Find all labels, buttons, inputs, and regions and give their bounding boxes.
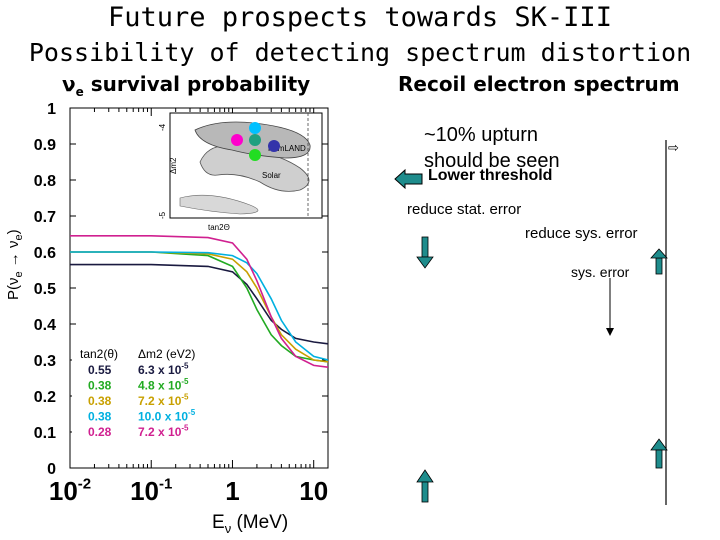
series-line-1 bbox=[70, 251, 328, 363]
inset-dot-cyan bbox=[249, 122, 261, 134]
legend-header-tan2: tan2(θ) bbox=[80, 347, 118, 361]
x-tick-label: 10-1 bbox=[130, 475, 172, 506]
y-axis-label: P(νe → νe) bbox=[5, 229, 25, 300]
legend-rows: 0.55 6.3 x 10-5 0.38 4.8 x 10-5 0.38 7.2 x 10… bbox=[88, 362, 196, 439]
inset-dot-teal bbox=[249, 134, 261, 146]
legend-dm2-value: 7.2 x 10-5 bbox=[138, 424, 189, 439]
upturn-text-line2: should be seen bbox=[424, 150, 560, 172]
x-tick-label: 1 bbox=[225, 476, 239, 506]
legend-tan2-value: 0.38 bbox=[88, 379, 112, 393]
upturn-text-line1: ~10% upturn bbox=[424, 124, 538, 146]
series-line-3 bbox=[70, 251, 328, 361]
y-tick-label: 0.4 bbox=[34, 317, 56, 334]
inset-dot-blue bbox=[268, 140, 280, 152]
y-tick-label: 0.1 bbox=[34, 425, 56, 442]
y-tick-label: 0.7 bbox=[34, 209, 56, 226]
right-panel-header: Recoil electron spectrum bbox=[398, 72, 680, 96]
reduce-sys-text: reduce sys. error bbox=[525, 225, 638, 242]
legend-dm2-value: 10.0 x 10-5 bbox=[138, 408, 196, 423]
legend-tan2-value: 0.38 bbox=[88, 394, 112, 408]
sys-error-arrow-bottom bbox=[650, 438, 668, 469]
stat-error-arrow-top bbox=[416, 236, 434, 269]
sys-error-arrow-top bbox=[650, 248, 668, 275]
legend-tan2-value: 0.38 bbox=[88, 410, 112, 424]
inset-tick-top: -4 bbox=[158, 123, 167, 131]
subtitle: Possibility of detecting spectrum distor… bbox=[28, 38, 692, 67]
inset-plot: KamLAND Solar -4 -5 Δm2 tan2Θ bbox=[158, 112, 323, 232]
legend-header-dm2: Δm2 (eV2) bbox=[138, 347, 195, 361]
legend-table: tan2(θ) Δm2 (eV2) 0.55 6.3 x 10-5 0.38 4.8 … bbox=[72, 340, 210, 448]
legend-box bbox=[72, 340, 210, 448]
right-arrow-glyph: ⇨ bbox=[668, 140, 679, 155]
inset-solar-label: Solar bbox=[262, 171, 281, 180]
legend-dm2-value: 7.2 x 10-5 bbox=[138, 393, 189, 408]
nu-symbol: ν bbox=[62, 72, 76, 96]
y-tick-label: 0.8 bbox=[34, 173, 56, 190]
nu-subscript: e bbox=[75, 85, 84, 99]
inset-dot-magenta bbox=[231, 134, 243, 146]
inset-dot-green bbox=[249, 149, 261, 161]
solar-lower-region bbox=[179, 194, 259, 215]
inset-tick-bottom: -5 bbox=[158, 211, 167, 219]
left-panel-header: νe survival probability bbox=[62, 72, 310, 99]
lower-threshold-arrow bbox=[394, 168, 423, 190]
reduce-stat-text: reduce stat. error bbox=[407, 201, 522, 218]
legend-dm2-value: 6.3 x 10-5 bbox=[138, 362, 189, 377]
legend-dm2-value: 4.8 x 10-5 bbox=[138, 377, 189, 392]
x-axis-label: Eν (MeV) bbox=[212, 512, 288, 536]
lower-threshold-text: Lower threshold bbox=[428, 167, 553, 184]
series-line-0 bbox=[70, 263, 328, 345]
curve-group bbox=[70, 235, 328, 368]
series-line-4 bbox=[70, 235, 328, 368]
y-tick-group: 0 0.1 0.2 0.3 0.4 0.5 0.6 0.7 0.8 0.9 1 bbox=[34, 101, 328, 478]
stat-error-arrow-bottom bbox=[416, 469, 434, 503]
y-tick-label: 0 bbox=[47, 461, 56, 478]
left-header-text: survival probability bbox=[90, 72, 311, 96]
inset-y-label: Δm2 bbox=[169, 157, 178, 174]
y-tick-label: 0.5 bbox=[34, 281, 56, 298]
y-tick-label: 0.9 bbox=[34, 137, 56, 154]
x-tick-label: 10 bbox=[299, 476, 328, 506]
inset-x-label: tan2Θ bbox=[208, 223, 230, 232]
y-tick-label: 1 bbox=[47, 101, 56, 118]
main-title: Future prospects towards SK-III bbox=[108, 2, 612, 33]
inset-kamland-label: KamLAND bbox=[268, 144, 306, 153]
y-tick-label: 0.3 bbox=[34, 353, 56, 370]
x-tick-group: 10-2 10-1 1 10 bbox=[49, 108, 328, 506]
x-tick-label: 10-2 bbox=[49, 475, 91, 506]
legend-tan2-value: 0.28 bbox=[88, 425, 112, 439]
sys-error-arrowhead bbox=[606, 328, 614, 336]
sys-error-text: sys. error bbox=[571, 264, 630, 280]
y-tick-label: 0.2 bbox=[34, 389, 56, 406]
legend-tan2-value: 0.55 bbox=[88, 363, 112, 377]
y-tick-label: 0.6 bbox=[34, 245, 56, 262]
